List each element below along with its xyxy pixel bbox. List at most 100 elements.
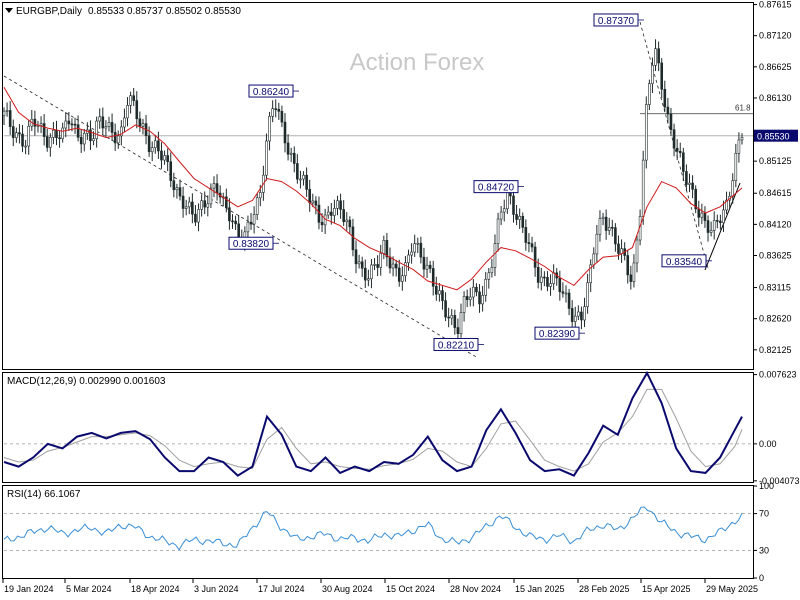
candle-body <box>552 272 555 284</box>
candle-body <box>577 311 580 317</box>
candle-body <box>296 163 299 180</box>
rsi-axis: 100 70 30 0 <box>753 481 774 583</box>
candle-body <box>382 240 386 254</box>
candle-body <box>39 123 43 126</box>
candle-body <box>394 263 398 269</box>
candle-body <box>641 159 645 217</box>
header: EURGBP,Daily 0.85533 0.85737 0.85502 0.8… <box>5 6 241 17</box>
candle-body <box>468 296 472 301</box>
time-tick-label: 5 Mar 2024 <box>66 584 112 594</box>
candle-body <box>314 200 318 206</box>
price-tick-label: 0.84120 <box>759 219 792 229</box>
candle-body <box>292 152 296 164</box>
annotation-box <box>228 236 274 250</box>
price-tick-label: 0.84615 <box>759 188 792 198</box>
candle-body <box>169 161 173 181</box>
candle-body <box>147 135 151 153</box>
price-tick-label: 0.82620 <box>759 314 792 324</box>
downtrend-line-main <box>3 75 479 359</box>
price-lines <box>3 87 743 291</box>
annotation-box <box>433 337 479 351</box>
candle-body <box>141 123 145 127</box>
candle-body <box>326 211 330 216</box>
annotation-label: 0.84720 <box>478 183 515 194</box>
candle-body <box>129 95 132 106</box>
candle-body <box>320 222 324 226</box>
annotation-box <box>473 180 519 194</box>
annotation-label: 0.82390 <box>539 329 576 340</box>
fib-61-8-label: 61.8 <box>735 104 751 113</box>
moving-average-line <box>3 87 743 291</box>
candle-body <box>385 240 389 258</box>
candle-body <box>268 116 271 142</box>
macd-tick-label: 0.007623 <box>759 370 797 380</box>
candle-body <box>422 256 426 270</box>
candle-body <box>234 220 237 225</box>
candle-body <box>595 233 599 255</box>
candle-body <box>444 300 447 318</box>
candle-body <box>413 243 416 253</box>
annotation-label: 0.83540 <box>666 257 703 268</box>
candle-body <box>407 254 410 264</box>
candle-body <box>166 155 169 163</box>
candle-body <box>564 292 568 295</box>
candle-body <box>539 276 543 283</box>
macd-line <box>3 370 743 477</box>
candle-body <box>397 267 401 282</box>
candle-body <box>672 129 676 149</box>
annotation-label: 0.82210 <box>438 340 475 351</box>
candle-body <box>79 137 83 145</box>
candle-body <box>401 275 404 282</box>
candle-body <box>512 195 515 215</box>
candle-body <box>339 200 342 210</box>
annotation-label: 0.86240 <box>253 87 290 98</box>
candle-body <box>657 48 660 64</box>
candle-body <box>61 127 64 139</box>
price-tick-label: 0.82125 <box>759 345 792 355</box>
candle-body <box>150 147 154 153</box>
candle-body <box>740 137 744 141</box>
candle-body <box>354 249 358 265</box>
candle-body <box>666 106 670 115</box>
rsi-title: RSI(14) 66.1067 <box>7 489 81 500</box>
candle-body <box>518 216 521 220</box>
candle-body <box>549 283 552 287</box>
candle-body <box>209 187 213 205</box>
candle-body <box>515 214 518 220</box>
candle-body <box>15 132 18 138</box>
candle-body <box>669 113 673 131</box>
price-pane-frame <box>2 2 754 370</box>
current-price-badge <box>754 129 798 142</box>
candle-body <box>231 220 234 223</box>
candle-body <box>472 286 475 298</box>
candle-body <box>11 126 15 138</box>
candle-body <box>379 253 383 268</box>
candle-body <box>138 118 142 127</box>
time-tick-label: 19 Jan 2024 <box>4 584 54 594</box>
candle-body <box>678 150 682 154</box>
candle-body <box>570 308 574 322</box>
time-axis: 19 Jan 2024 5 Mar 2024 18 Apr 2024 3 Jun 20… <box>2 579 758 594</box>
time-tick-label: 28 Nov 2024 <box>450 584 501 594</box>
candle-body <box>561 291 565 294</box>
candle-body <box>237 223 240 239</box>
candle-body <box>685 171 688 185</box>
macd-group <box>3 370 753 477</box>
candle-body <box>416 242 420 245</box>
candle-body <box>154 140 157 148</box>
candle-body <box>64 120 68 129</box>
candle-body <box>215 183 219 194</box>
candle-body <box>524 227 528 243</box>
macd-axis: 0.007623 0.00 -0.004073 <box>753 370 800 486</box>
candle-body <box>249 221 253 225</box>
candle-body <box>425 264 429 270</box>
candle-body <box>24 145 27 148</box>
rsi-tick-label: 0 <box>759 573 764 583</box>
candle-body <box>722 209 725 224</box>
candle-body <box>203 200 207 208</box>
time-tick-label: 15 Jan 2025 <box>515 584 565 594</box>
candle-body <box>299 178 302 181</box>
candle-body <box>45 136 49 148</box>
candle-body <box>42 123 46 137</box>
candle-body <box>617 243 620 254</box>
